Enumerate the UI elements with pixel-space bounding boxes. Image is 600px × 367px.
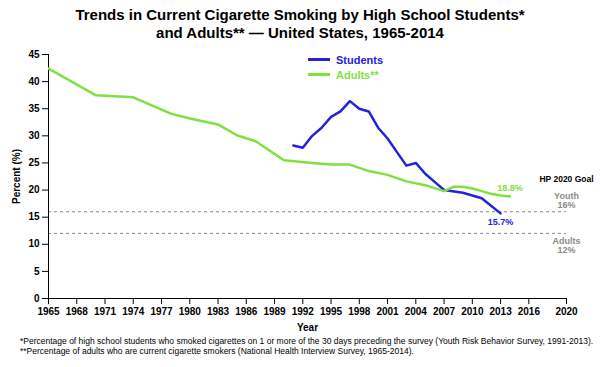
- svg-text:1971: 1971: [94, 306, 117, 317]
- svg-text:1986: 1986: [235, 306, 258, 317]
- svg-text:2007: 2007: [433, 306, 456, 317]
- html-text:Trends in Current Cigarette Sm: Trends in Current Cigarette Smoking by H…: [75, 6, 525, 41]
- svg-text:1998: 1998: [348, 306, 371, 317]
- svg-text:1992: 1992: [292, 306, 315, 317]
- svg-text:10: 10: [28, 238, 40, 249]
- svg-text:1989: 1989: [263, 306, 286, 317]
- svg-text:1995: 1995: [320, 306, 343, 317]
- svg-text:1977: 1977: [150, 306, 173, 317]
- html-text:**Percentage of adults who are: **Percentage of adults who are current c…: [20, 346, 414, 356]
- svg-text:2013: 2013: [489, 306, 512, 317]
- svg-text:15.7%: 15.7%: [488, 217, 514, 227]
- svg-text:2020: 2020: [555, 306, 578, 317]
- svg-text:2001: 2001: [376, 306, 399, 317]
- svg-text:35: 35: [28, 103, 40, 114]
- svg-text:20: 20: [28, 184, 40, 195]
- svg-text:1980: 1980: [179, 306, 202, 317]
- html-text:*Percentage of high school stu: *Percentage of high school students who …: [20, 336, 594, 346]
- svg-text:30: 30: [28, 130, 40, 141]
- svg-text:2010: 2010: [461, 306, 484, 317]
- svg-text:Adults12%: Adults12%: [553, 236, 581, 255]
- svg-text:40: 40: [28, 76, 40, 87]
- html-text:Students: Students: [336, 53, 384, 66]
- svg-text:1968: 1968: [66, 306, 89, 317]
- svg-text:45: 45: [28, 49, 40, 60]
- svg-text:Year: Year: [297, 322, 318, 333]
- svg-text:5: 5: [34, 266, 40, 277]
- svg-text:1974: 1974: [122, 306, 145, 317]
- svg-text:18.8%: 18.8%: [497, 183, 523, 193]
- svg-text:0: 0: [34, 293, 40, 304]
- svg-text:2016: 2016: [518, 306, 541, 317]
- svg-text:1983: 1983: [207, 306, 230, 317]
- svg-text:Percent (%): Percent (%): [11, 149, 22, 204]
- svg-text:25: 25: [28, 157, 40, 168]
- html-text:Adults**: Adults**: [336, 68, 379, 81]
- svg-text:2004: 2004: [405, 306, 428, 317]
- svg-text:1965: 1965: [37, 306, 60, 317]
- svg-text:Youth16%: Youth16%: [554, 191, 579, 210]
- svg-text:15: 15: [28, 211, 40, 222]
- svg-text:HP 2020 Goal: HP 2020 Goal: [539, 174, 593, 184]
